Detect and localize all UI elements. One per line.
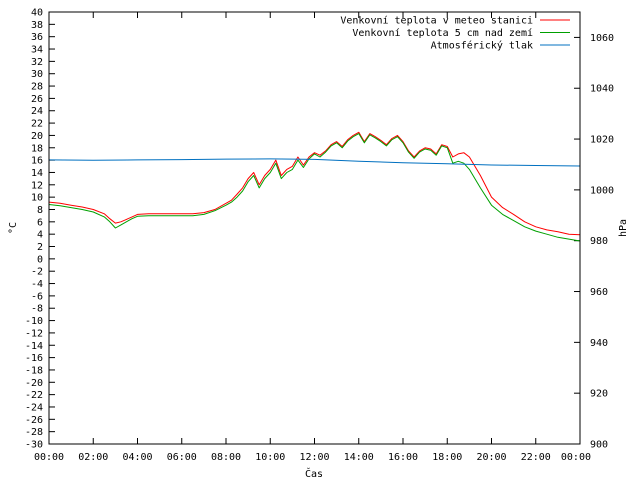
x-tick-label: 22:00 [521, 452, 551, 463]
y-left-tick-label: 4 [37, 230, 43, 241]
data-series [48, 131, 581, 242]
series-line-2 [48, 133, 581, 242]
y-left-tick-label: 10 [31, 193, 43, 204]
y-left-tick-label: -4 [31, 279, 43, 290]
y-left-tick-label: 20 [31, 131, 43, 142]
x-tick-label: 08:00 [211, 452, 241, 463]
y-right-tick-label: 1020 [590, 135, 614, 146]
legend: Venkovní teplota v meteo staniciVenkovní… [340, 15, 570, 52]
x-tick-label: 04:00 [122, 452, 152, 463]
plot-frame [48, 11, 581, 445]
y-left-tick-label: -10 [25, 316, 43, 327]
x-tick-label: 14:00 [344, 452, 374, 463]
y-left-tick-label: 34 [31, 45, 43, 56]
y-left-tick-label: -6 [31, 291, 43, 302]
legend-label: Venkovní teplota 5 cm nad zemí [352, 27, 533, 39]
y-left-tick-label: -24 [25, 402, 43, 413]
x-tick-label: 00:00 [561, 452, 591, 463]
y-left-tick-label: 24 [31, 106, 43, 117]
y-left-tick-label: 22 [31, 119, 43, 130]
series-line-1 [48, 131, 581, 236]
x-tick-label: 00:00 [34, 452, 64, 463]
legend-label: Atmosférický tlak [431, 40, 533, 52]
y-left-tick-label: -2 [31, 267, 43, 278]
y-right-tick-label: 960 [590, 287, 608, 298]
y-left-tick-label: -8 [31, 304, 43, 315]
y-left-tick-label: 36 [31, 32, 43, 43]
x-tick-label: 20:00 [476, 452, 506, 463]
y-left-tick-label: -28 [25, 427, 43, 438]
y-left-tick-label: 26 [31, 94, 43, 105]
y-left-tick-label: 12 [31, 180, 43, 191]
y-left-tick-label: -18 [25, 365, 43, 376]
y-left-tick-label: 2 [37, 242, 43, 253]
y-right-tick-label: 940 [590, 338, 608, 349]
y-right-tick-label: 900 [590, 440, 608, 451]
y-axis-right-title: hPa [618, 219, 629, 237]
x-tick-label: 10:00 [255, 452, 285, 463]
x-tick-label: 12:00 [299, 452, 329, 463]
y-left-tick-label: -26 [25, 415, 43, 426]
y-left-tick-label: -12 [25, 328, 43, 339]
y-left-tick-label: 16 [31, 156, 43, 167]
y-right-tick-label: 1000 [590, 185, 614, 196]
y-right-tick-label: 920 [590, 389, 608, 400]
y-left-tick-label: -30 [25, 440, 43, 451]
y-left-tick-label: -16 [25, 353, 43, 364]
tick-labels: 4038363432302826242220181614121086420-2-… [25, 8, 614, 464]
y-right-tick-label: 1040 [590, 84, 614, 95]
y-left-tick-label: 32 [31, 57, 43, 68]
y-left-tick-label: 40 [31, 8, 43, 19]
x-axis-title: Čas [305, 467, 323, 480]
y-left-tick-label: 28 [31, 82, 43, 93]
y-left-tick-label: 30 [31, 69, 43, 80]
y-left-tick-label: 14 [31, 168, 43, 179]
y-left-tick-label: 8 [37, 205, 43, 216]
x-tick-label: 16:00 [388, 452, 418, 463]
y-axis-left-title: °C [8, 222, 19, 234]
x-tick-label: 06:00 [167, 452, 197, 463]
y-right-tick-label: 1060 [590, 33, 614, 44]
y-left-tick-label: -20 [25, 378, 43, 389]
series-line-3 [48, 158, 581, 167]
legend-label: Venkovní teplota v meteo stanici [340, 15, 533, 27]
x-tick-label: 02:00 [78, 452, 108, 463]
y-left-tick-label: 0 [37, 254, 43, 265]
y-left-tick-label: 38 [31, 20, 43, 31]
y-left-tick-label: 6 [37, 217, 43, 228]
y-left-tick-label: -22 [25, 390, 43, 401]
y-left-tick-label: 18 [31, 143, 43, 154]
y-right-tick-label: 980 [590, 236, 608, 247]
y-left-tick-label: -14 [25, 341, 43, 352]
x-tick-label: 18:00 [432, 452, 462, 463]
